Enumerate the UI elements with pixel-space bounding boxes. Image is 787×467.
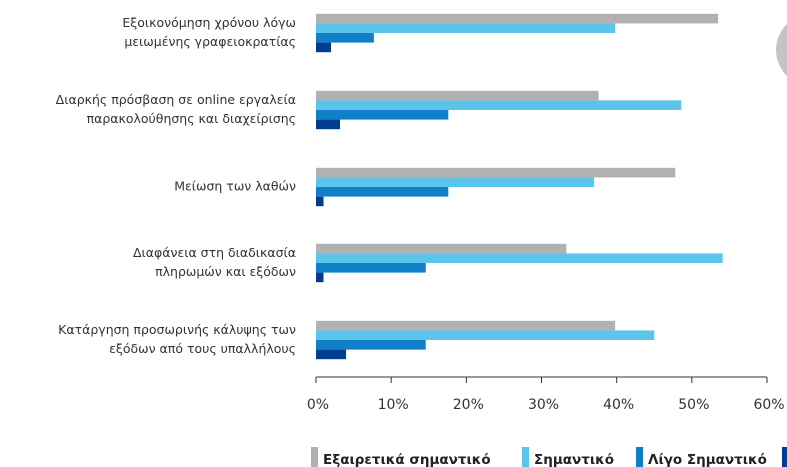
x-tick-label: 0%: [307, 397, 329, 413]
x-tick-label: 40%: [603, 397, 634, 413]
bar: [316, 33, 374, 43]
legend-label: Σημαντικό: [534, 452, 614, 467]
category-label: παρακολούθησης και διαχείρισης: [87, 111, 296, 126]
category-label: Μείωση των λαθών: [174, 179, 296, 194]
x-tick-label: 50%: [678, 397, 709, 413]
bar: [316, 263, 426, 273]
bar: [316, 23, 616, 33]
bar: [316, 187, 449, 197]
legend-swatch: [311, 447, 318, 467]
legend-label: Εξαιρετικά σημαντικό: [323, 452, 491, 467]
bar: [316, 320, 616, 331]
bar: [316, 330, 655, 340]
x-tick-label: 60%: [753, 397, 784, 413]
bar: [316, 100, 682, 110]
bar: [316, 253, 723, 263]
bar: [316, 167, 676, 178]
bar: [316, 42, 332, 53]
bar: [316, 119, 341, 130]
x-tick-label: 20%: [453, 397, 484, 413]
category-label: Κατάργηση προσωρινής κάλυψης των: [58, 322, 296, 337]
category-label: Διαφάνεια στη διαδικασία: [133, 245, 296, 260]
bar: [316, 340, 426, 350]
legend-swatch: [782, 447, 787, 467]
category-label: μειωμένης γραφειοκρατίας: [124, 34, 296, 49]
badge-circle: [776, 24, 787, 76]
bar: [316, 349, 347, 360]
x-tick-label: 30%: [528, 397, 559, 413]
legend-swatch: [636, 447, 643, 467]
x-tick-label: 10%: [378, 397, 409, 413]
category-label: Διαρκής πρόσβαση σε online εργαλεία: [56, 92, 296, 107]
bar: [316, 196, 324, 207]
category-label: πληρωμών και εξόδων: [155, 264, 296, 279]
bar: [316, 90, 599, 101]
legend-swatch: [522, 447, 529, 467]
bar: [316, 110, 449, 120]
legend-label: Λίγο Σημαντικό: [648, 452, 767, 467]
category-label: Εξοικονόμηση χρόνου λόγω: [122, 15, 296, 30]
bar: [316, 177, 595, 187]
category-label: εξόδων από τους υπαλλήλους: [109, 341, 296, 356]
bar: [316, 13, 719, 24]
bar: [316, 243, 567, 254]
bar: [316, 272, 324, 283]
